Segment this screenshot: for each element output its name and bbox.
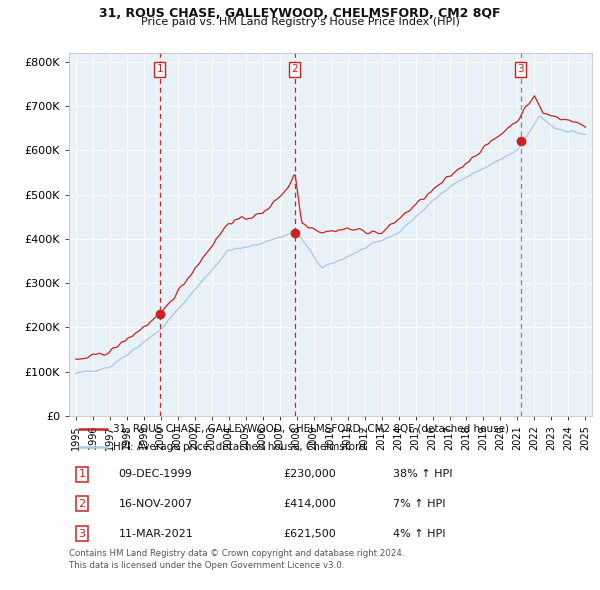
Text: 3: 3 [79, 529, 86, 539]
Text: 31, ROUS CHASE, GALLEYWOOD, CHELMSFORD, CM2 8QF (detached house): 31, ROUS CHASE, GALLEYWOOD, CHELMSFORD, … [113, 424, 509, 434]
Text: 1: 1 [157, 64, 163, 74]
Text: 3: 3 [517, 64, 524, 74]
Text: £230,000: £230,000 [284, 469, 336, 479]
Text: 11-MAR-2021: 11-MAR-2021 [119, 529, 193, 539]
Text: 09-DEC-1999: 09-DEC-1999 [119, 469, 193, 479]
Text: Contains HM Land Registry data © Crown copyright and database right 2024.
This d: Contains HM Land Registry data © Crown c… [69, 549, 404, 569]
Text: 2: 2 [291, 64, 298, 74]
Text: 16-NOV-2007: 16-NOV-2007 [119, 499, 193, 509]
Text: 38% ↑ HPI: 38% ↑ HPI [394, 469, 453, 479]
Text: £414,000: £414,000 [284, 499, 337, 509]
Text: 7% ↑ HPI: 7% ↑ HPI [394, 499, 446, 509]
Text: Price paid vs. HM Land Registry's House Price Index (HPI): Price paid vs. HM Land Registry's House … [140, 17, 460, 27]
Text: 2: 2 [79, 499, 86, 509]
Text: 4% ↑ HPI: 4% ↑ HPI [394, 529, 446, 539]
Text: 31, ROUS CHASE, GALLEYWOOD, CHELMSFORD, CM2 8QF: 31, ROUS CHASE, GALLEYWOOD, CHELMSFORD, … [99, 6, 501, 20]
Text: 1: 1 [79, 469, 86, 479]
Text: HPI: Average price, detached house, Chelmsford: HPI: Average price, detached house, Chel… [113, 442, 367, 452]
Text: £621,500: £621,500 [284, 529, 336, 539]
